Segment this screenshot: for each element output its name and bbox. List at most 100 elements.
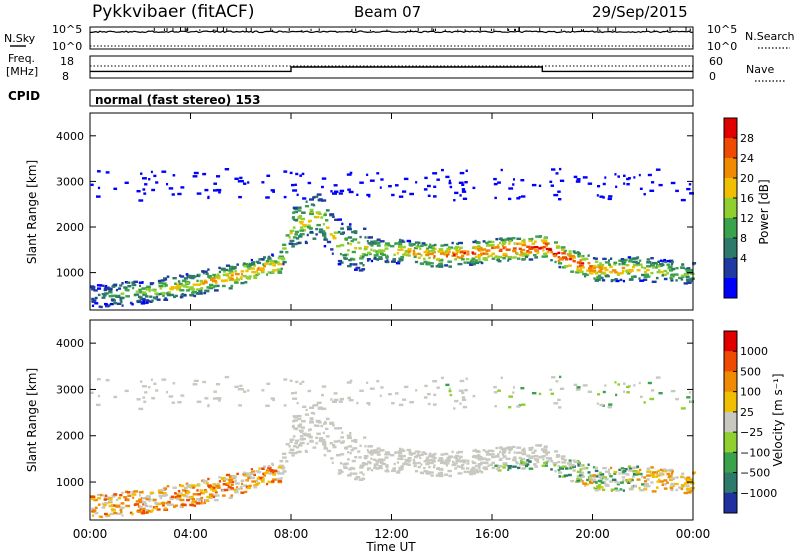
velocity-cell [138,498,142,501]
power-cell [97,186,101,190]
power-cell [423,251,428,254]
power-cell [119,284,123,287]
power-cell [557,251,561,255]
velocity-cell [329,442,333,445]
power-cell [605,275,610,278]
power-cell [507,257,512,261]
power-cell [633,176,636,179]
velocity-cell [207,404,210,408]
velocity-cell [233,488,238,491]
power-cell [444,250,448,253]
power-cell [326,240,332,244]
velocity-cell [206,495,212,499]
power-cell [169,287,173,290]
power-cell [397,260,401,263]
velocity-cell [309,436,313,439]
velocity-cell [372,458,377,461]
power-cell [234,272,240,276]
power-cell [107,291,113,294]
velocity-cell [617,383,620,386]
velocity-cell [611,478,617,481]
colorbar-swatch [724,331,737,352]
velocity-cell [265,469,270,472]
velocity-cell [279,464,284,467]
power-cell [205,272,209,275]
velocity-cell [240,479,245,482]
velocity-cell [333,440,339,443]
velocity-cell [257,482,261,485]
power-cell [570,270,575,273]
power-cell [437,250,442,253]
velocity-cell [148,499,151,503]
velocity-cell [380,466,383,470]
velocity-cell [417,453,420,456]
velocity-cell [667,475,672,478]
velocity-cell [554,450,559,453]
power-cell [408,254,411,257]
velocity-cell [325,447,329,450]
power-cell [314,195,319,199]
velocity-cell [598,475,603,479]
velocity-cell [385,465,388,469]
power-cell [295,210,298,214]
velocity-cell [558,475,561,478]
colorbar-swatch [724,178,737,199]
colorbar-tick-label: 28 [740,132,754,145]
freq-panel-frame [89,55,694,79]
power-cell [267,271,270,274]
power-cell [516,197,521,200]
power-cell [398,258,404,261]
power-cell [154,292,159,295]
power-cell [662,263,665,267]
velocity-cell [321,407,324,411]
power-cell [239,180,244,183]
velocity-cell [309,421,314,424]
power-cell [408,241,412,244]
velocity-cell [572,465,576,468]
power-cell [572,256,576,259]
power-cell [584,275,587,278]
power-cell [144,183,148,186]
power-cell [530,246,535,249]
noise-right-tick-top: 10^5 [707,23,737,36]
power-cell [316,223,321,227]
velocity-cell [633,466,639,469]
power-cell [329,233,333,236]
velocity-cell [519,463,524,466]
velocity-cell [157,489,162,492]
power-cell [333,231,339,234]
power-cell [568,252,572,256]
power-cell [582,272,587,276]
velocity-cell [439,471,443,475]
velocity-cell [104,512,108,516]
velocity-cell [264,471,269,475]
power-cell [593,277,596,280]
velocity-cell [522,462,526,465]
velocity-cell [228,496,233,500]
velocity-cell [433,393,437,397]
power-cell [117,287,122,290]
velocity-cell [348,399,354,402]
power-cell [363,248,367,251]
time-xaxis: 00:00 04:00 08:00 12:00 16:00 20:00 00:00 [73,113,710,541]
power-cell [181,279,187,282]
velocity-cell [461,396,466,399]
power-cell [309,198,314,201]
velocity-cell [478,467,481,470]
power-cell [657,260,660,263]
power-cell [459,194,462,197]
power-cell [611,269,617,272]
velocity-cell [447,458,451,461]
velocity-cell [644,482,649,486]
velocity-cell [246,474,252,478]
power-cell [372,249,377,252]
power-cell [236,263,239,266]
power-cell [134,293,140,296]
power-cell [426,252,430,255]
power-cell [133,280,138,283]
velocity-cell [689,489,693,492]
velocity-cell [171,401,175,404]
power-cell [273,260,278,263]
velocity-cell [239,384,243,388]
velocity-cell [243,474,249,477]
